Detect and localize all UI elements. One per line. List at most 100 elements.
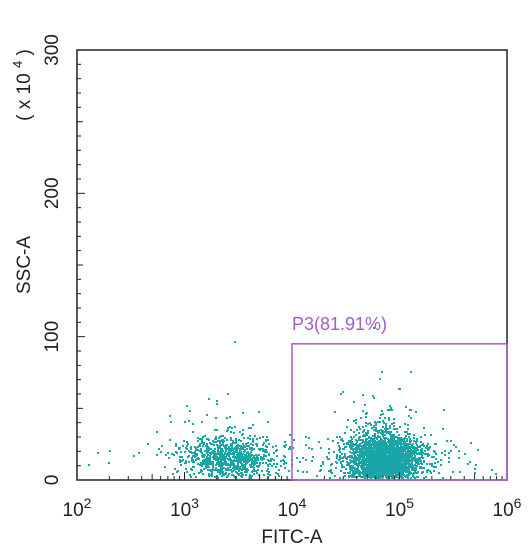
scatter-point	[222, 439, 224, 441]
scatter-point	[254, 458, 256, 460]
scatter-point	[235, 438, 237, 440]
scatter-point	[192, 466, 194, 468]
scatter-point	[252, 444, 254, 446]
scatter-point	[415, 469, 417, 471]
scatter-point	[375, 427, 377, 429]
scatter-point	[176, 471, 178, 473]
scatter-point	[415, 458, 417, 460]
scatter-point	[459, 471, 461, 473]
scatter-point	[366, 412, 368, 414]
scatter-point	[230, 438, 232, 440]
scatter-point	[242, 474, 244, 476]
gate-p3[interactable]: P3(81.91%)	[291, 314, 508, 481]
scatter-point	[269, 474, 271, 476]
scatter-point	[429, 446, 431, 448]
scatter-point	[276, 455, 278, 457]
scatter-point	[426, 453, 428, 455]
scatter-point	[244, 471, 246, 473]
scatter-point	[297, 470, 299, 472]
scatter-point	[219, 442, 221, 444]
scatter-point	[420, 462, 422, 464]
scatter-point	[241, 463, 243, 465]
scatter-point	[341, 453, 343, 455]
scatter-point	[263, 454, 265, 456]
scatter-point	[262, 444, 264, 446]
scatter-point	[253, 455, 255, 457]
scatter-point	[253, 460, 255, 462]
scatter-point	[400, 444, 402, 446]
scatter-point	[280, 460, 282, 462]
scatter-point	[453, 444, 455, 446]
scatter-point	[379, 421, 381, 423]
scatter-point	[377, 435, 379, 437]
scatter-point	[405, 406, 407, 408]
scatter-point	[411, 454, 413, 456]
scatter-point	[360, 439, 362, 441]
scatter-point	[388, 466, 390, 468]
scatter-point	[179, 456, 181, 458]
scatter-point	[217, 440, 219, 442]
scatter-point	[227, 393, 229, 395]
scatter-point	[406, 460, 408, 462]
scatter-point	[402, 456, 404, 458]
scatter-point	[232, 448, 234, 450]
scatter-point	[308, 447, 310, 449]
x-tick-label: 104	[278, 495, 307, 521]
scatter-point	[245, 463, 247, 465]
scatter-point	[367, 450, 369, 452]
scatter-point	[372, 441, 374, 443]
gate-rectangle[interactable]	[291, 343, 508, 481]
scatter-point	[248, 445, 250, 447]
scatter-point	[393, 418, 395, 420]
scatter-point	[370, 456, 372, 458]
scatter-point	[249, 438, 251, 440]
scatter-point	[247, 437, 249, 439]
scatter-point	[365, 459, 367, 461]
scatter-point	[203, 468, 205, 470]
scatter-point	[390, 471, 392, 473]
scatter-point	[427, 469, 429, 471]
scatter-point	[377, 450, 379, 452]
scatter-point	[223, 467, 225, 469]
scatter-point	[185, 460, 187, 462]
scatter-point	[306, 471, 308, 473]
scatter-point	[364, 451, 366, 453]
scatter-point	[391, 456, 393, 458]
scatter-point	[350, 429, 352, 431]
scatter-point	[260, 458, 262, 460]
scatter-point	[226, 476, 228, 478]
scatter-point	[381, 410, 383, 412]
scatter-point	[247, 442, 249, 444]
scatter-point	[402, 449, 404, 451]
scatter-point	[402, 453, 404, 455]
scatter-point	[202, 454, 204, 456]
scatter-point	[420, 460, 422, 462]
scatter-point	[250, 451, 252, 453]
scatter-point	[363, 435, 365, 437]
scatter-point	[353, 401, 355, 403]
scatter-point	[405, 435, 407, 437]
scatter-point	[226, 454, 228, 456]
scatter-point	[350, 465, 352, 467]
scatter-point	[421, 467, 423, 469]
scatter-point	[420, 436, 422, 438]
scatter-point	[409, 471, 411, 473]
scatter-point	[389, 409, 391, 411]
scatter-point	[259, 437, 261, 439]
scatter-point	[396, 431, 398, 433]
scatter-point	[228, 448, 230, 450]
scatter-point	[365, 432, 367, 434]
scatter-point	[352, 471, 354, 473]
scatter-point	[381, 467, 383, 469]
scatter-point	[413, 453, 415, 455]
scatter-point	[268, 443, 270, 445]
scatter-points	[88, 327, 497, 479]
scatter-point	[448, 461, 450, 463]
scatter-point	[358, 451, 360, 453]
scatter-point	[495, 473, 497, 475]
scatter-point	[430, 472, 432, 474]
scatter-point	[249, 448, 251, 450]
scatter-point	[427, 455, 429, 457]
scatter-point	[415, 448, 417, 450]
scatter-point	[353, 459, 355, 461]
